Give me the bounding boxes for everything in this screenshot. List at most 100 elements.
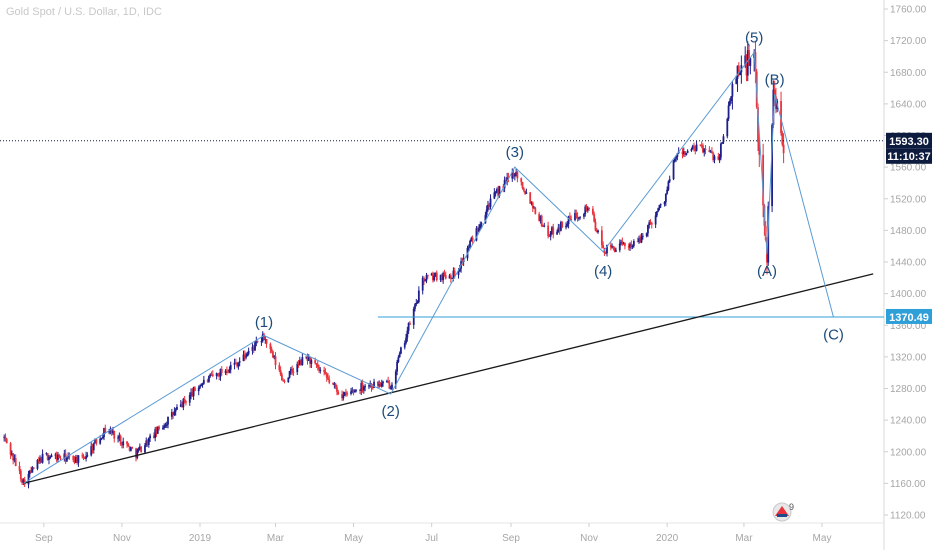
logo-badge-count: 9 bbox=[789, 502, 794, 512]
candle-body bbox=[449, 275, 452, 279]
candle-body bbox=[118, 436, 121, 438]
candle-body bbox=[316, 364, 319, 367]
time-tick-label: Nov bbox=[580, 533, 598, 544]
candle-body bbox=[748, 50, 750, 66]
candle-body bbox=[224, 370, 227, 373]
candle-body bbox=[458, 268, 461, 272]
candle-body bbox=[12, 453, 15, 461]
candle-body bbox=[712, 153, 715, 161]
candle-body bbox=[57, 454, 59, 460]
candle-body bbox=[131, 447, 134, 449]
candle-body bbox=[540, 215, 543, 226]
candle-body bbox=[161, 427, 164, 430]
candle-body bbox=[318, 366, 320, 371]
countdown-tag: 11:10:37 bbox=[886, 148, 932, 164]
candle-body bbox=[58, 454, 61, 459]
candle-body bbox=[480, 223, 483, 225]
time-axis[interactable]: Sep Nov 2019 Mar May Jul Sep Nov 2020 Mar May bbox=[35, 523, 831, 544]
candle-body bbox=[440, 274, 443, 280]
candle-body bbox=[435, 272, 438, 281]
candle-body bbox=[511, 172, 514, 179]
candle-body bbox=[398, 353, 401, 358]
target-price-value: 1370.49 bbox=[889, 312, 929, 324]
candle-body bbox=[373, 381, 375, 388]
candle-body bbox=[254, 342, 256, 351]
candle-body bbox=[722, 136, 725, 143]
candle-body bbox=[325, 373, 328, 378]
candle-body bbox=[270, 348, 273, 352]
price-tick-label: 1480.00 bbox=[890, 226, 927, 237]
candle-body bbox=[41, 453, 44, 463]
candle-body bbox=[648, 222, 651, 226]
candle-body bbox=[282, 380, 285, 382]
wave-label: (A) bbox=[757, 263, 777, 280]
candle-body bbox=[281, 374, 283, 381]
candle-body bbox=[3, 436, 6, 438]
candle-body bbox=[682, 151, 685, 154]
candle-body bbox=[23, 479, 26, 485]
candle-body bbox=[565, 225, 567, 228]
current-price-tag: 1593.30 bbox=[886, 132, 932, 149]
candle-body bbox=[552, 227, 555, 235]
candle-body bbox=[588, 208, 590, 210]
candle-body bbox=[315, 363, 318, 365]
candle-body bbox=[400, 347, 402, 354]
candle-body bbox=[504, 180, 507, 182]
price-tick-label: 1760.00 bbox=[890, 5, 927, 16]
candle-body bbox=[612, 246, 615, 249]
candle-body bbox=[744, 55, 747, 66]
time-tick-label: Sep bbox=[502, 533, 520, 544]
candle-body bbox=[199, 386, 201, 388]
candle-body bbox=[442, 273, 445, 280]
candle-body bbox=[693, 145, 695, 150]
price-tick-label: 1160.00 bbox=[890, 479, 926, 490]
candle-body bbox=[91, 446, 94, 451]
candle-body bbox=[520, 178, 523, 183]
candle-body bbox=[600, 230, 603, 246]
candle-body bbox=[49, 457, 52, 459]
time-tick-label: 2020 bbox=[656, 533, 679, 544]
candle-body bbox=[73, 460, 76, 463]
candle-body bbox=[296, 363, 299, 373]
candle-body bbox=[209, 374, 212, 377]
candle-body bbox=[167, 416, 169, 425]
candle-body bbox=[405, 337, 407, 344]
candle-body bbox=[255, 340, 258, 343]
candle-body bbox=[324, 371, 327, 374]
wave-label: (B) bbox=[765, 71, 785, 88]
wave-label: (5) bbox=[745, 29, 763, 46]
candle-body bbox=[382, 381, 384, 384]
time-tick-label: May bbox=[344, 533, 363, 544]
candle-body bbox=[360, 383, 363, 391]
candle-body bbox=[343, 392, 346, 396]
candle-body bbox=[376, 381, 379, 386]
candle-body bbox=[704, 148, 707, 150]
candle-body bbox=[350, 391, 352, 394]
drawing-lines[interactable] bbox=[0, 51, 884, 485]
candle-body bbox=[656, 211, 658, 216]
candle-body bbox=[306, 356, 309, 361]
price-axis[interactable]: 1120.00 1160.00 1200.00 1240.00 1280.00 1320.… bbox=[884, 5, 927, 522]
candle-body bbox=[641, 235, 644, 237]
candle-body bbox=[388, 382, 391, 389]
candle-body bbox=[731, 83, 734, 97]
candle-body bbox=[551, 227, 553, 232]
price-tick-label: 1720.00 bbox=[890, 36, 927, 47]
candle-body bbox=[323, 370, 326, 372]
tradingview-logo-icon[interactable]: 9 bbox=[772, 502, 794, 522]
candle-body bbox=[252, 346, 255, 351]
candle-body bbox=[503, 180, 506, 189]
candle-body bbox=[654, 215, 657, 225]
candle-body bbox=[595, 230, 598, 233]
candle-body bbox=[54, 454, 57, 456]
candle-body bbox=[673, 158, 676, 162]
candle-body bbox=[100, 438, 103, 440]
price-tick-label: 1360.00 bbox=[890, 321, 927, 332]
symbol-title: Gold Spot / U.S. Dollar, 1D, IDC bbox=[6, 6, 162, 18]
candle-body bbox=[380, 383, 383, 387]
candle-body bbox=[631, 245, 634, 248]
candle-body bbox=[197, 387, 200, 392]
candle-body bbox=[272, 351, 274, 358]
